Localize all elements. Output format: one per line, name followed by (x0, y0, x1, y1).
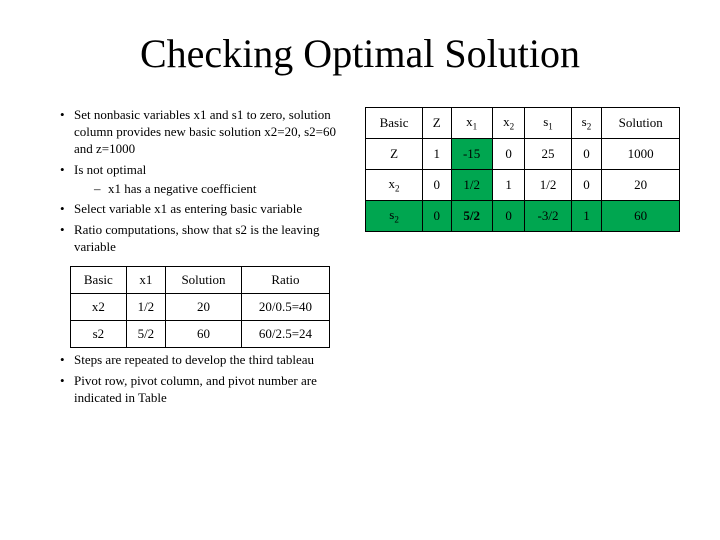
bullet-2-text: Is not optimal (74, 162, 146, 177)
ratio-th-ratio: Ratio (241, 267, 329, 294)
bullet-2-sub: x1 has a negative coefficient (94, 181, 345, 198)
cell: 0 (492, 139, 525, 170)
th-solution: Solution (602, 108, 680, 139)
cell: x2 (71, 294, 127, 321)
bullet-5: Steps are repeated to develop the third … (60, 352, 345, 369)
cell: 20/0.5=40 (241, 294, 329, 321)
cell: 1 (423, 139, 451, 170)
cell: 1/2 (126, 294, 165, 321)
table-row: Z 1 -15 0 25 0 1000 (366, 139, 680, 170)
cell-highlight: 1 (571, 201, 602, 232)
cell: 0 (571, 170, 602, 201)
cell-highlight: 60 (602, 201, 680, 232)
table-row: x2 0 1/2 1 1/2 0 20 (366, 170, 680, 201)
cell: 0 (423, 170, 451, 201)
th-x2: x2 (492, 108, 525, 139)
cell: 20 (166, 294, 242, 321)
cell: 25 (525, 139, 571, 170)
th-z: Z (423, 108, 451, 139)
table-row: Basic x1 Solution Ratio (71, 267, 330, 294)
cell: 1000 (602, 139, 680, 170)
cell: Z (366, 139, 423, 170)
bullet-6: Pivot row, pivot column, and pivot numbe… (60, 373, 345, 407)
ratio-th-x1: x1 (126, 267, 165, 294)
cell: 1/2 (525, 170, 571, 201)
right-column: Basic Z x1 x2 s1 s2 Solution Z 1 -15 0 2… (365, 107, 680, 411)
bullet-1: Set nonbasic variables x1 and s1 to zero… (60, 107, 345, 158)
bullet-3: Select variable x1 as entering basic var… (60, 201, 345, 218)
table-row: x2 1/2 20 20/0.5=40 (71, 294, 330, 321)
th-s2: s2 (571, 108, 602, 139)
cell-highlight: 0 (492, 201, 525, 232)
cell-highlight: -15 (451, 139, 492, 170)
table-row: s2 0 5/2 0 -3/2 1 60 (366, 201, 680, 232)
cell-highlight: 0 (423, 201, 451, 232)
cell-highlight: s2 (366, 201, 423, 232)
cell: 60/2.5=24 (241, 321, 329, 348)
cell: s2 (71, 321, 127, 348)
cell-highlight: -3/2 (525, 201, 571, 232)
th-s1: s1 (525, 108, 571, 139)
bullet-2: Is not optimal x1 has a negative coeffic… (60, 162, 345, 198)
cell: x2 (366, 170, 423, 201)
cell: 20 (602, 170, 680, 201)
cell-highlight: 1/2 (451, 170, 492, 201)
cell: 60 (166, 321, 242, 348)
ratio-th-basic: Basic (71, 267, 127, 294)
table-row: s2 5/2 60 60/2.5=24 (71, 321, 330, 348)
cell: 5/2 (126, 321, 165, 348)
main-table: Basic Z x1 x2 s1 s2 Solution Z 1 -15 0 2… (365, 107, 680, 232)
ratio-table: Basic x1 Solution Ratio x2 1/2 20 20/0.5… (70, 266, 330, 348)
cell: 0 (571, 139, 602, 170)
table-row: Basic Z x1 x2 s1 s2 Solution (366, 108, 680, 139)
ratio-th-solution: Solution (166, 267, 242, 294)
cell-pivot: 5/2 (451, 201, 492, 232)
page-title: Checking Optimal Solution (40, 30, 680, 77)
bullet-4: Ratio computations, show that s2 is the … (60, 222, 345, 256)
th-basic: Basic (366, 108, 423, 139)
cell: 1 (492, 170, 525, 201)
left-column: Set nonbasic variables x1 and s1 to zero… (40, 107, 345, 411)
th-x1: x1 (451, 108, 492, 139)
